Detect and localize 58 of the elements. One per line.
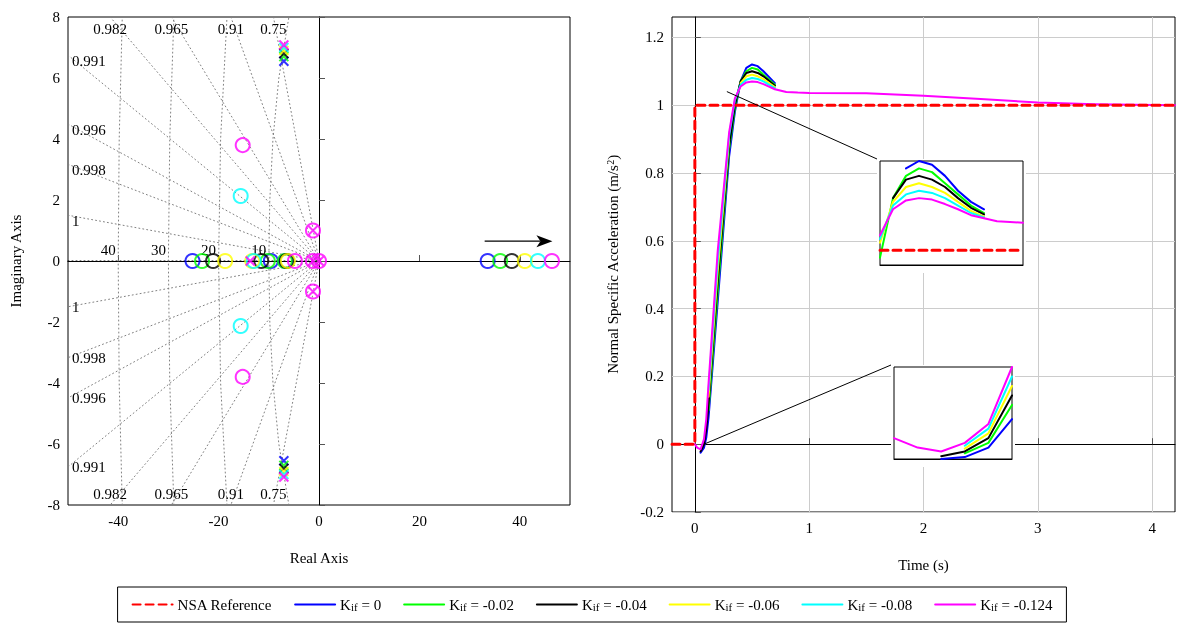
y-tick-label: 6 <box>52 70 61 86</box>
series-label: 1 <box>72 298 80 315</box>
legend-label: NSA Reference <box>177 596 272 613</box>
y-tick-label: 4 <box>52 131 61 147</box>
legend-label: Kif = 0 <box>340 596 382 613</box>
series-label: 0.998 <box>72 162 106 179</box>
series-label: 0.75 <box>260 20 287 37</box>
x-tick-label: 3 <box>1034 519 1042 536</box>
x-tick-label: 2 <box>919 519 928 536</box>
y-tick-label: 0 <box>656 436 664 453</box>
y-tick-label: -8 <box>47 497 60 513</box>
x-tick-label: 40 <box>512 512 528 529</box>
x-tick-label: -20 <box>208 512 229 529</box>
series-label: 0.996 <box>72 389 107 406</box>
series-label: 30 <box>150 241 166 258</box>
x-axis-title: Time (s) <box>898 556 949 574</box>
text: 0.998 <box>72 349 106 366</box>
x-tick-label: 20 <box>411 512 427 529</box>
y-tick-label: -6 <box>47 436 61 452</box>
x-axis-title: Real Axis <box>289 549 349 566</box>
y-tick-label: 8 <box>52 9 60 25</box>
legend-label: Kif = -0.06 <box>714 596 780 613</box>
series-label: 0.965 <box>154 485 189 502</box>
text: 1 <box>72 213 80 230</box>
x-tick-label: 4 <box>1148 519 1157 536</box>
legend-label: Kif = -0.02 <box>449 596 514 613</box>
x-tick-label: 0 <box>691 519 699 536</box>
text: 0.996 <box>72 122 106 139</box>
text: 0.965 <box>154 20 189 37</box>
text: 0.982 <box>93 485 128 502</box>
y-tick-label: -2 <box>47 314 60 330</box>
y-tick-label: 0.8 <box>645 164 664 181</box>
x-tick-label: 0 <box>315 512 323 529</box>
series-label: 40 <box>100 241 116 258</box>
x-tick-label: -40 <box>108 512 129 529</box>
y-tick-label: 0.2 <box>645 368 664 385</box>
series-label: 10 <box>251 241 267 258</box>
y-tick-label: -4 <box>47 375 61 391</box>
x-tick-label: 1 <box>805 519 813 536</box>
text: 0.91 <box>217 485 244 502</box>
y-tick-label: 2 <box>52 192 60 208</box>
y-tick-label: -0.2 <box>640 504 664 520</box>
y-tick-label: 0.6 <box>645 232 665 249</box>
series-label: 20 <box>201 241 217 258</box>
text: 0.75 <box>260 485 287 502</box>
text: 0.991 <box>72 458 106 475</box>
legend-label: Kif = -0.08 <box>847 596 913 613</box>
y-tick-label: 1 <box>656 97 664 114</box>
series-label: 0.991 <box>72 53 106 70</box>
y-axis-title: Normal Specific Acceleration (m/s2) <box>604 154 622 374</box>
y-tick-label: 1.2 <box>645 29 664 46</box>
series-label: 0.91 <box>217 20 244 37</box>
legend-label: Kif = -0.04 <box>581 596 648 613</box>
y-axis-title: Imaginary Axis <box>7 214 24 308</box>
series-label: 0.982 <box>93 20 128 37</box>
y-tick-label: 0.4 <box>645 300 665 317</box>
y-tick-label: 0 <box>52 253 60 269</box>
legend-label: Kif = -0.124 <box>980 596 1053 613</box>
